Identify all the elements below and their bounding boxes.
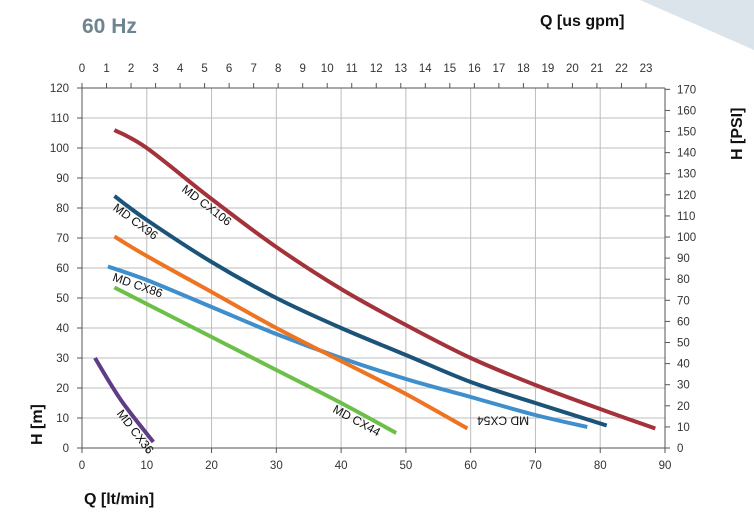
x-top-tick-label: 16 — [468, 63, 481, 75]
x-top-tick-label: 7 — [250, 63, 256, 75]
y-left-tick-label: 70 — [56, 233, 69, 245]
x-top-tick-label: 11 — [346, 63, 358, 75]
x-top-tick-label: 23 — [640, 63, 653, 75]
x-top-tick-label: 12 — [370, 63, 383, 75]
y-right-tick-label: 20 — [677, 401, 690, 413]
axes — [77, 83, 670, 453]
y-right-tick-label: 140 — [677, 148, 696, 160]
curve-md-cx96 — [113, 194, 608, 428]
x-top-tick-label: 21 — [591, 63, 604, 75]
y-left-tick-label: 120 — [50, 83, 69, 95]
y-right-tick-label: 50 — [677, 338, 690, 350]
y-right-tick-label: 60 — [677, 316, 690, 328]
y-right-tick-label: 10 — [677, 422, 690, 434]
y-right-tick-label: 30 — [677, 380, 690, 392]
curve-md-cx36 — [93, 356, 155, 444]
frequency-label: 60 Hz — [82, 15, 137, 38]
y-right-tick-label: 170 — [677, 84, 696, 96]
x-bottom-tick-label: 80 — [594, 460, 607, 472]
y-right-tick-label: 160 — [677, 105, 696, 117]
y-right-tick-label: 40 — [677, 359, 690, 371]
x-top-tick-label: 5 — [201, 63, 207, 75]
x-top-tick-label: 3 — [152, 63, 158, 75]
x-top-tick-label: 10 — [321, 63, 334, 75]
y-left-tick-label: 10 — [56, 413, 69, 425]
curve-label-md-cx106: MD CX106 — [179, 182, 234, 229]
y-right-axis-title: H [PSI] — [729, 108, 746, 160]
x-top-tick-label: 22 — [615, 63, 628, 75]
x-top-tick-label: 14 — [419, 63, 432, 75]
curve-md-cx86 — [107, 264, 588, 429]
x-top-tick-label: 2 — [128, 63, 134, 75]
y-left-tick-label: 80 — [56, 203, 69, 215]
x-top-tick-label: 18 — [517, 63, 530, 75]
y-left-tick-label: 30 — [56, 353, 69, 365]
curve-label-md-cx36: MD CX36 — [114, 407, 157, 457]
x-top-tick-label: 9 — [299, 63, 305, 75]
y-right-tick-label: 110 — [677, 211, 695, 223]
tick-labels: 0 10 20 30 40 50 60 70 80 900 1 2 3 4 5 6 7 8 9 10 11 12 13 14 1… — [50, 63, 696, 472]
x-top-tick-label: 4 — [177, 63, 184, 75]
y-right-tick-label: 0 — [677, 443, 683, 455]
curve-label-md-cx54: MD CX54 — [477, 414, 529, 428]
x-top-tick-label: 0 — [79, 63, 85, 75]
y-left-axis-title: H [m] — [29, 404, 46, 445]
y-right-tick-label: 90 — [677, 253, 690, 265]
x-bottom-tick-label: 70 — [529, 460, 542, 472]
y-right-tick-label: 70 — [677, 295, 690, 307]
x-top-tick-label: 15 — [443, 63, 456, 75]
x-top-tick-label: 20 — [566, 63, 579, 75]
x-bottom-tick-label: 90 — [659, 460, 672, 472]
y-left-tick-label: 40 — [56, 323, 69, 335]
x-top-tick-label: 17 — [492, 63, 505, 75]
y-right-tick-label: 130 — [677, 169, 696, 181]
curve-md-cx106 — [113, 128, 656, 431]
x-bottom-tick-label: 0 — [79, 460, 85, 472]
curve-md-cx54 — [113, 234, 469, 431]
x-top-tick-label: 1 — [103, 63, 109, 75]
x-top-tick-label: 6 — [226, 63, 232, 75]
x-bottom-tick-label: 60 — [464, 460, 477, 472]
x-bottom-tick-label: 30 — [270, 460, 283, 472]
x-bottom-tick-label: 50 — [399, 460, 412, 472]
x-top-tick-label: 13 — [394, 63, 407, 75]
y-right-tick-label: 100 — [677, 232, 696, 244]
x-top-axis-title: Q [us gpm] — [540, 13, 624, 30]
corner-decoration — [640, 0, 754, 50]
y-left-tick-label: 60 — [56, 263, 69, 275]
x-top-tick-label: 19 — [542, 63, 555, 75]
y-right-tick-label: 80 — [677, 274, 690, 286]
y-left-tick-label: 100 — [50, 143, 69, 155]
curve-md-cx44 — [113, 285, 398, 435]
y-right-tick-label: 120 — [677, 190, 696, 202]
y-left-tick-label: 0 — [63, 443, 69, 455]
y-right-tick-label: 150 — [677, 127, 696, 139]
y-left-tick-label: 110 — [51, 113, 69, 125]
x-bottom-axis-title: Q [lt/min] — [84, 491, 154, 508]
x-bottom-tick-label: 20 — [205, 460, 218, 472]
y-left-tick-label: 90 — [56, 173, 69, 185]
curves — [93, 128, 656, 444]
y-left-tick-label: 20 — [56, 383, 69, 395]
x-top-tick-label: 8 — [275, 63, 281, 75]
y-left-tick-label: 50 — [56, 293, 69, 305]
x-bottom-tick-label: 40 — [335, 460, 348, 472]
x-bottom-tick-label: 10 — [140, 460, 153, 472]
